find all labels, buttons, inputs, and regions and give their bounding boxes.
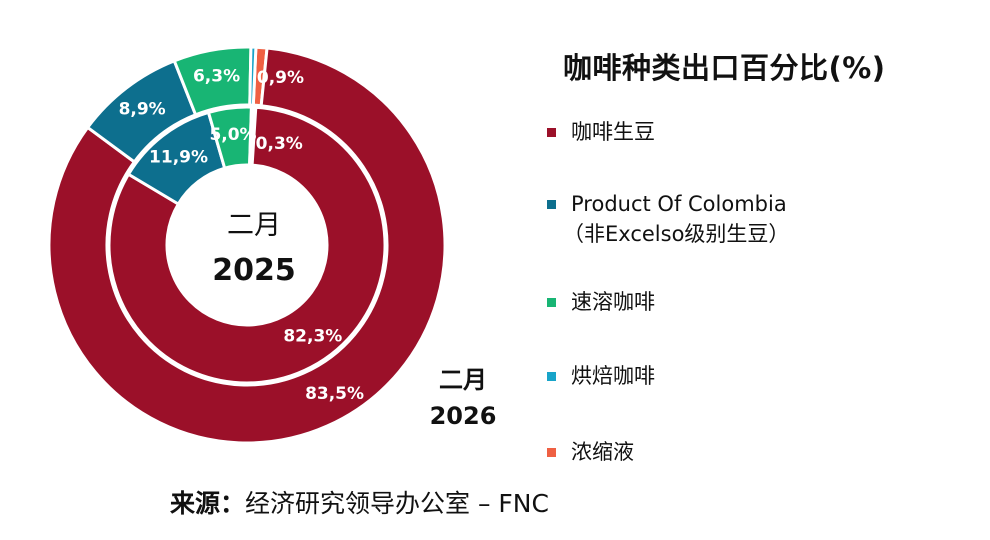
outer-slice-label-0: 83,5% (305, 384, 364, 404)
donut-chart: 0,3% 82,3% 11,9%5,0% 0,9% 83,5% 8,9% 6,3% 二月 2… (47, 45, 447, 445)
outer-slice-3 (248, 45, 258, 107)
outer-ring-caption: 二月 2026 (418, 362, 508, 434)
legend-sublabel: （非Excelso级别生豆） (563, 222, 790, 246)
outer-ring-2026 (47, 45, 447, 445)
legend-swatch (547, 372, 556, 381)
legend-label: 咖啡生豆 (571, 120, 655, 144)
inner-ring-2025 (107, 105, 387, 385)
donut-center (169, 167, 325, 323)
legend-swatch (547, 298, 556, 307)
legend-item-product-of-colombia: Product Of Colombia （非Excelso级别生豆） (545, 189, 975, 249)
outer-caption-year: 2026 (429, 402, 497, 430)
outer-slice-0 (47, 46, 447, 445)
legend: 咖啡种类出口百分比(%) 咖啡生豆 Product Of Colombia （非… (545, 45, 975, 467)
inner-slice-label-1: 11,9% (149, 147, 208, 167)
outer-slice-label-1: 8,9% (119, 100, 166, 120)
outer-slice-label-2: 6,3% (193, 67, 240, 87)
legend-title: 咖啡种类出口百分比(%) (563, 51, 886, 85)
outer-slice-label-4: 0,9% (257, 68, 304, 88)
slice-labels: 0,3% 82,3% 11,9%5,0% 0,9% 83,5% 8,9% 6,3% (119, 67, 364, 404)
legend-label: 速溶咖啡 (571, 290, 655, 314)
inner-slice-3 (248, 105, 255, 167)
legend-item-instant-coffee: 速溶咖啡 (545, 287, 975, 317)
legend-item-roasted-coffee: 烘焙咖啡 (545, 361, 975, 391)
inner-slice-label-0: 82,3% (283, 327, 342, 347)
legend-item-green-beans: 咖啡生豆 (545, 117, 975, 147)
inner-slice-label-2: 5,0% (209, 125, 256, 145)
center-label-month: 二月 (227, 210, 281, 241)
legend-swatch (547, 128, 556, 137)
legend-swatch (547, 448, 556, 457)
outer-caption-month: 二月 (439, 366, 487, 394)
inner-slice-label-4: 0,3% (256, 134, 303, 154)
source-note: 来源：经济研究领导办公室 – FNC (170, 484, 549, 520)
legend-label: Product Of Colombia (571, 192, 787, 216)
legend-label: 浓缩液 (571, 440, 634, 464)
source-prefix: 来源： (170, 489, 246, 518)
legend-swatch (547, 200, 556, 209)
legend-item-extract: 浓缩液 (545, 437, 975, 467)
source-text: 经济研究领导办公室 – FNC (245, 489, 549, 518)
legend-label: 烘焙咖啡 (571, 364, 655, 388)
inner-slice-0 (107, 105, 387, 385)
center-label-year: 2025 (212, 253, 296, 288)
